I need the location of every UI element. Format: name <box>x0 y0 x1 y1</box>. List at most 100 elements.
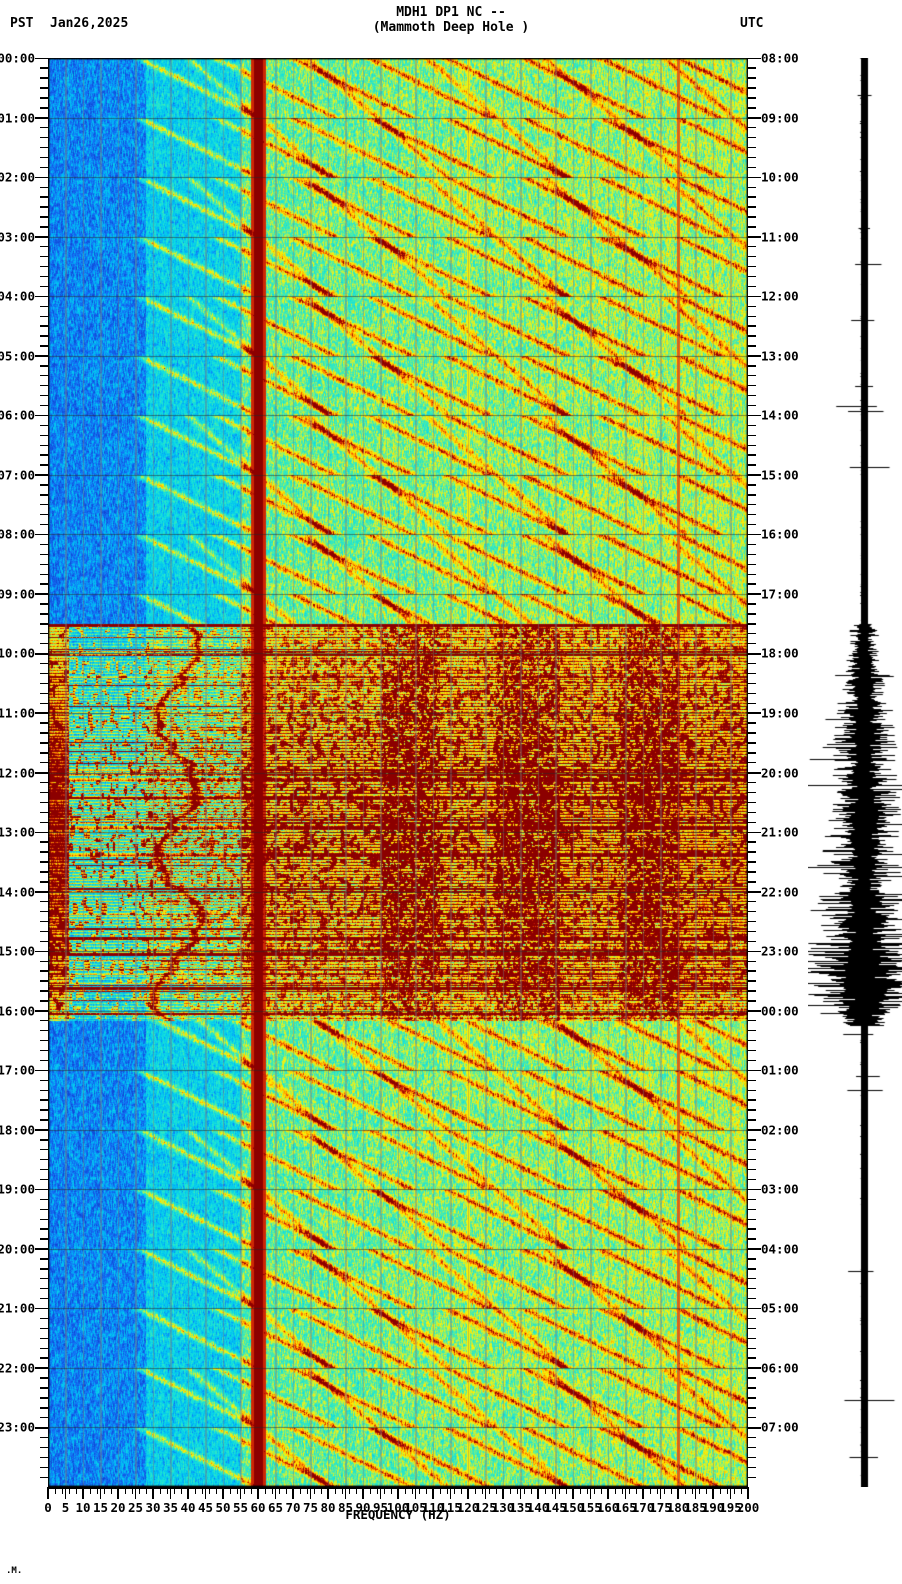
tick-minor <box>748 87 756 89</box>
tick-minor <box>748 434 756 436</box>
tick-minor <box>748 186 756 188</box>
tick-minor <box>748 642 756 645</box>
tick-minor <box>40 762 48 764</box>
tick-minor <box>40 1466 48 1469</box>
tick-major <box>677 1487 679 1499</box>
tick-minor <box>748 692 756 694</box>
tick-minor <box>748 1288 756 1290</box>
time-label-pst: 14:00 <box>0 884 35 900</box>
time-label-utc: 04:00 <box>761 1241 799 1257</box>
tick-minor <box>748 603 756 605</box>
tick-minor <box>748 1377 756 1379</box>
tick-minor <box>383 1487 385 1494</box>
frequency-tick-label: 85 <box>337 1500 354 1515</box>
frequency-tick-label: 70 <box>285 1500 301 1515</box>
tick-minor <box>748 325 756 327</box>
time-label-pst: 20:00 <box>0 1241 35 1257</box>
tick-minor <box>40 434 48 436</box>
time-axis-utc: 08:00 09:00 10:00 11:00 12:00 13:00 14:00 15:00… <box>748 51 808 1487</box>
tick-minor <box>40 861 48 863</box>
time-label-pst: 21:00 <box>0 1300 35 1316</box>
time-label-pst: 07:00 <box>0 467 35 483</box>
tick-minor <box>40 613 48 615</box>
tick-minor <box>40 553 48 556</box>
tick-minor <box>40 841 48 843</box>
tick-minor <box>40 603 48 605</box>
tick-minor <box>748 1466 756 1469</box>
tick-minor <box>264 1487 266 1494</box>
tick-minor <box>40 1228 48 1230</box>
tick-minor <box>748 781 756 784</box>
tick-minor <box>726 1487 728 1494</box>
time-label-utc: 17:00 <box>761 586 799 602</box>
tick-minor <box>40 623 48 625</box>
tick-minor <box>748 384 756 387</box>
tick-minor <box>180 1487 182 1494</box>
corner-mark: .M. <box>6 1566 23 1576</box>
time-label-pst: 00:00 <box>0 50 35 66</box>
time-label-utc: 11:00 <box>761 229 799 245</box>
time-label-pst: 03:00 <box>0 229 35 245</box>
tick-minor <box>40 275 48 278</box>
tick-major <box>748 652 761 655</box>
tick-major <box>467 1487 469 1499</box>
frequency-tick-label: 60 <box>250 1500 266 1515</box>
frequency-tick-label: 130 <box>491 1500 515 1515</box>
time-label-pst: 01:00 <box>0 110 35 126</box>
tick-minor <box>40 1159 48 1161</box>
tick-minor <box>138 1487 140 1494</box>
frequency-tick-label: 165 <box>614 1500 637 1515</box>
tick-minor <box>748 523 756 526</box>
time-label-pst: 12:00 <box>0 765 35 780</box>
tick-minor <box>748 732 756 734</box>
tick-major <box>432 1487 434 1499</box>
tick-minor <box>425 1487 427 1494</box>
tick-minor <box>748 454 756 456</box>
frequency-tick-label: 150 <box>561 1500 585 1515</box>
tick-minor <box>40 1049 48 1052</box>
frequency-tick-label: 125 <box>474 1500 497 1515</box>
tick-minor <box>446 1487 448 1494</box>
tick-minor <box>748 910 756 913</box>
tick-minor <box>40 970 48 972</box>
time-label-pst: 08:00 <box>0 526 35 542</box>
tick-major <box>35 831 48 834</box>
tick-major <box>257 1487 259 1499</box>
tick-minor <box>748 1228 756 1230</box>
tick-minor <box>748 1337 756 1340</box>
tick-major <box>35 474 48 476</box>
tick-minor <box>748 246 756 248</box>
tick-major <box>35 1248 48 1250</box>
tick-minor <box>40 1178 48 1181</box>
time-label-pst: 11:00 <box>0 705 35 721</box>
station-name-title: (Mammoth Deep Hole ) <box>372 20 530 35</box>
tick-minor <box>684 1487 686 1494</box>
time-label-utc: 23:00 <box>761 943 799 959</box>
tick-minor <box>285 1487 287 1494</box>
tick-minor <box>40 305 48 307</box>
tick-major <box>274 1487 277 1499</box>
tick-minor <box>748 762 756 764</box>
tick-minor <box>509 1487 511 1494</box>
tick-minor <box>145 1487 147 1494</box>
tick-minor <box>748 146 756 149</box>
tick-minor <box>40 335 48 337</box>
tick-major <box>35 117 48 119</box>
tick-minor <box>748 1198 756 1201</box>
tick-minor <box>748 851 756 853</box>
frequency-tick-label: 15 <box>92 1500 109 1515</box>
tick-minor <box>748 920 756 923</box>
tick-minor <box>748 315 756 317</box>
tick-minor <box>131 1487 133 1494</box>
tick-minor <box>243 1487 245 1494</box>
frequency-tick-label: 50 <box>215 1500 231 1515</box>
tick-minor <box>748 1278 756 1280</box>
tick-major <box>537 1487 539 1499</box>
time-label-utc: 14:00 <box>761 407 799 423</box>
tick-minor <box>748 305 756 307</box>
frequency-tick-label: 135 <box>509 1500 532 1515</box>
time-label-utc: 16:00 <box>761 526 799 542</box>
tick-minor <box>691 1487 693 1494</box>
tick-minor <box>334 1487 336 1494</box>
tick-minor <box>748 1020 756 1022</box>
